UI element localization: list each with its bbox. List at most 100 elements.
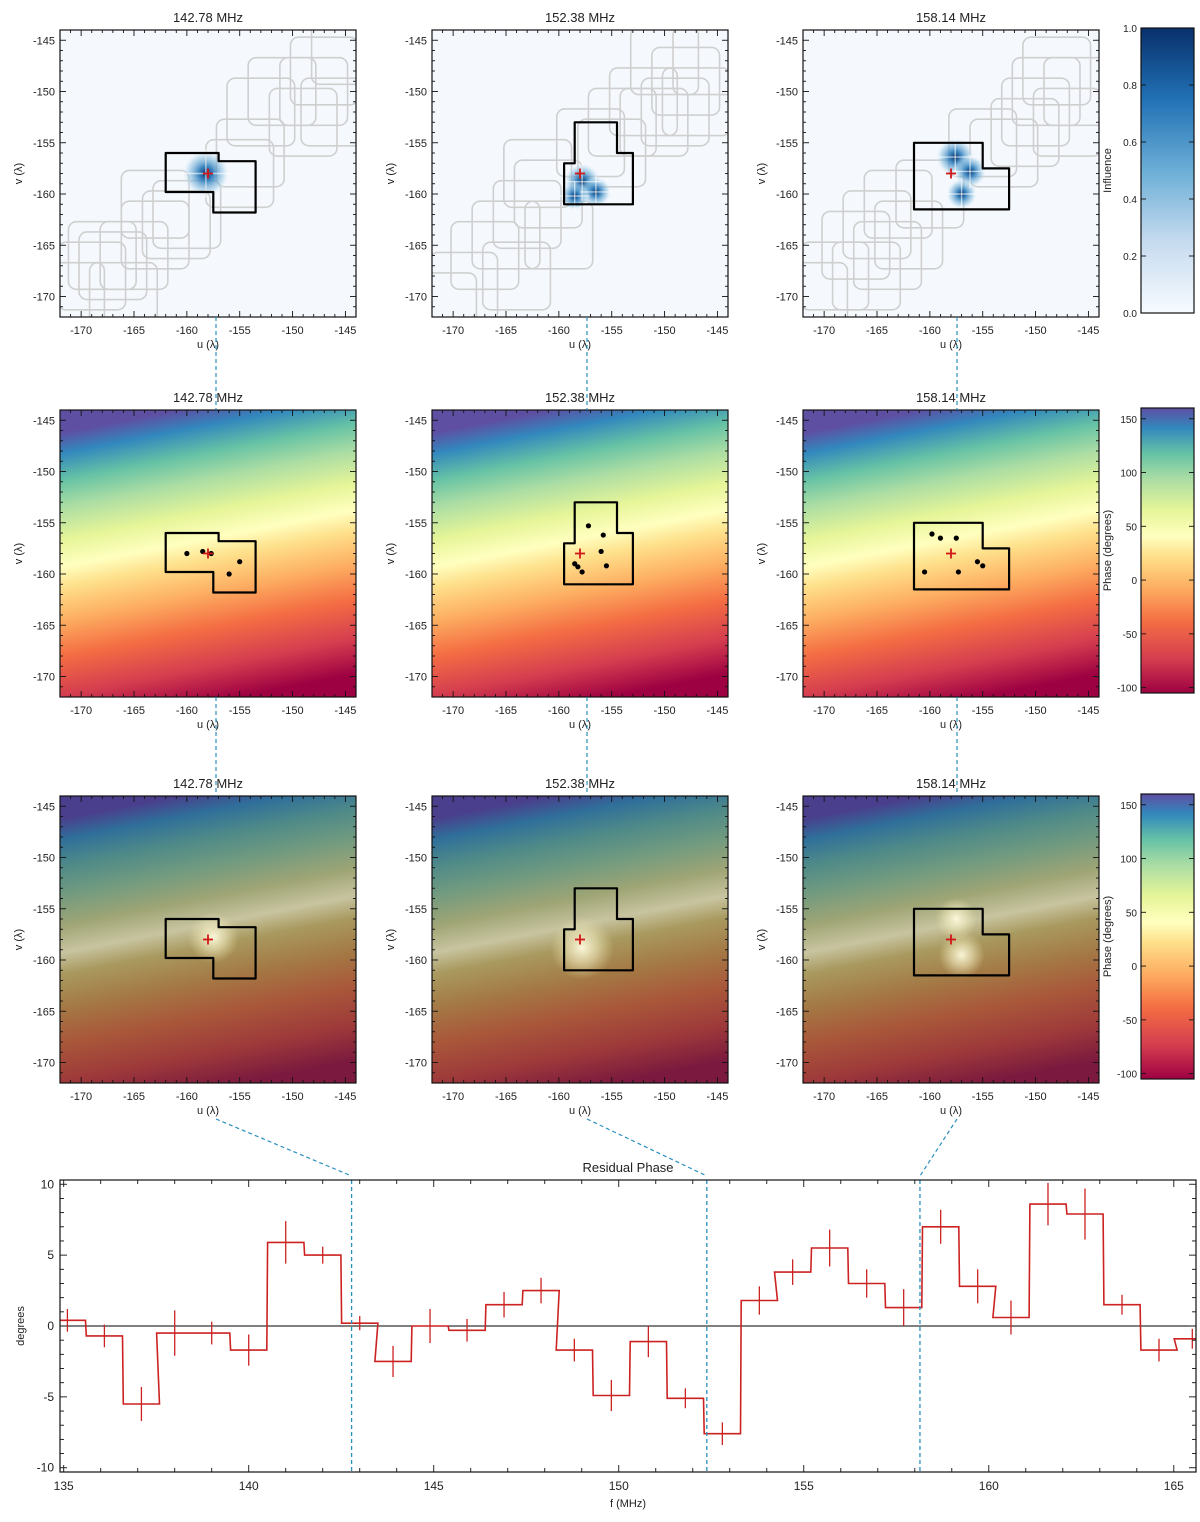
colorbar-model: 150 100 50 0 -50 -100 Phase (degrees) bbox=[1102, 793, 1195, 1081]
colorbar-tick-label: 100 bbox=[1120, 469, 1137, 480]
center-marker bbox=[575, 934, 585, 945]
footprint-outline bbox=[432, 272, 478, 317]
sample-point bbox=[980, 563, 986, 569]
sample-point bbox=[603, 563, 610, 569]
y-tick-label: -5 bbox=[43, 1390, 54, 1404]
footprint-outline bbox=[672, 30, 728, 96]
sample-point bbox=[921, 569, 928, 575]
sample-point bbox=[600, 532, 606, 538]
axis-ticks bbox=[802, 409, 1100, 698]
x-tick-label: -150 bbox=[654, 325, 676, 337]
x-axis-label: u (λ) bbox=[569, 339, 591, 351]
footprint-outline bbox=[1000, 77, 1071, 147]
footprint-outline bbox=[60, 241, 127, 311]
x-tick-label: -160 bbox=[548, 325, 570, 337]
y-tick-label: -150 bbox=[776, 467, 798, 479]
y-tick-label: 0 bbox=[47, 1319, 54, 1333]
y-tick-label: -155 bbox=[33, 904, 55, 916]
sample-point bbox=[953, 535, 959, 541]
colorbar-tick-label: 1.0 bbox=[1123, 24, 1137, 35]
footprint-outline bbox=[831, 241, 902, 311]
y-tick-label: -170 bbox=[776, 672, 798, 684]
y-tick-label: 5 bbox=[47, 1248, 54, 1262]
footprint-outline bbox=[1022, 36, 1092, 106]
colorbar-label: Phase (degrees) bbox=[1102, 896, 1114, 977]
x-tick-label: -155 bbox=[229, 1091, 251, 1103]
y-tick-label: -145 bbox=[405, 801, 427, 813]
y-tick-label: -165 bbox=[776, 620, 798, 632]
footprint-outline bbox=[803, 241, 870, 311]
colorbar-tick-label: 0 bbox=[1131, 962, 1137, 973]
x-tick-label: -150 bbox=[282, 325, 304, 337]
y-tick-label: -165 bbox=[405, 620, 427, 632]
model-panel-2: -170 -165 -160 -155 -150 -145 -145 -150 -155 -160… bbox=[385, 776, 729, 1117]
colorbar-tick-label: 150 bbox=[1120, 801, 1137, 812]
colorbar-gradient bbox=[1140, 793, 1195, 1080]
frequency-guide-lines bbox=[215, 317, 958, 1177]
x-tick-label: 140 bbox=[239, 1479, 259, 1493]
x-tick-label: -145 bbox=[706, 325, 728, 337]
footprint-outline bbox=[842, 190, 912, 260]
y-tick-label: 10 bbox=[41, 1177, 55, 1191]
x-tick-label: -170 bbox=[70, 705, 92, 717]
x-tick-label: -160 bbox=[176, 705, 198, 717]
y-axis-label: v (λ) bbox=[385, 929, 397, 950]
footprint-outline bbox=[492, 179, 562, 250]
panel-title: 158.14 MHz bbox=[916, 776, 986, 791]
x-tick-label: -165 bbox=[123, 325, 145, 337]
colorbar-gradient bbox=[1140, 27, 1195, 314]
y-tick-label: -160 bbox=[33, 189, 55, 201]
y-tick-label: -170 bbox=[33, 1058, 55, 1070]
center-marker bbox=[575, 168, 585, 179]
region-outline bbox=[164, 531, 257, 594]
panel-title: 152.38 MHz bbox=[545, 10, 615, 25]
y-tick-label: -10 bbox=[37, 1461, 55, 1475]
sample-point bbox=[184, 550, 190, 557]
model-glow bbox=[550, 915, 614, 980]
y-tick-label: -155 bbox=[405, 904, 427, 916]
footprint-outline bbox=[803, 261, 849, 317]
image-panels: -170 -165 -160 -155 -150 -145 -145 -150 -155 -160… bbox=[13, 10, 1100, 1117]
y-tick-label: -165 bbox=[405, 240, 427, 252]
influence-panel-1: -170 -165 -160 -155 -150 -145 -145 -150 -155 -160… bbox=[13, 10, 357, 351]
x-tick-label: -170 bbox=[442, 705, 464, 717]
footprint-outline bbox=[450, 220, 520, 291]
y-axis-label: v (λ) bbox=[385, 163, 397, 184]
x-tick-label: -155 bbox=[972, 325, 994, 337]
guide-line-slanted bbox=[586, 1118, 708, 1177]
y-tick-label: -155 bbox=[405, 138, 427, 150]
panel-title: 158.14 MHz bbox=[916, 10, 986, 25]
footprint-outline bbox=[88, 261, 159, 317]
x-tick-label: -165 bbox=[866, 705, 888, 717]
x-tick-label: 155 bbox=[794, 1479, 814, 1493]
x-tick-label: 150 bbox=[609, 1479, 629, 1493]
footprint-outline bbox=[640, 77, 710, 147]
x-tick-label: -145 bbox=[334, 325, 356, 337]
x-tick-label: -160 bbox=[176, 1091, 198, 1103]
x-tick-label: -165 bbox=[866, 1091, 888, 1103]
footprint-outline bbox=[432, 251, 499, 317]
region-outline bbox=[912, 521, 1011, 591]
y-axis-label: v (λ) bbox=[756, 163, 768, 184]
panel-title: 142.78 MHz bbox=[173, 776, 243, 791]
footprint-outline bbox=[67, 220, 137, 291]
footprint-outline bbox=[120, 200, 190, 270]
axis-ticks bbox=[802, 29, 1100, 318]
x-tick-label: -160 bbox=[919, 325, 941, 337]
colorbar-phase: 150 100 50 0 -50 -100 Phase (degrees) bbox=[1102, 407, 1195, 695]
center-marker bbox=[203, 168, 213, 179]
x-axis-label: u (λ) bbox=[940, 339, 962, 351]
x-tick-label: -170 bbox=[813, 325, 835, 337]
y-tick-label: -150 bbox=[776, 853, 798, 865]
footprint-outline bbox=[247, 56, 317, 127]
footprint-outline bbox=[120, 169, 190, 239]
footprint-outline bbox=[524, 200, 594, 270]
sample-point bbox=[572, 561, 578, 567]
y-tick-label: -145 bbox=[776, 35, 798, 47]
axis-ticks bbox=[431, 795, 729, 1084]
footprint-outline bbox=[268, 87, 338, 157]
region-outline bbox=[912, 907, 1011, 977]
guide-line-slanted bbox=[919, 1118, 958, 1177]
x-axis-label: f (MHz) bbox=[610, 1498, 646, 1510]
